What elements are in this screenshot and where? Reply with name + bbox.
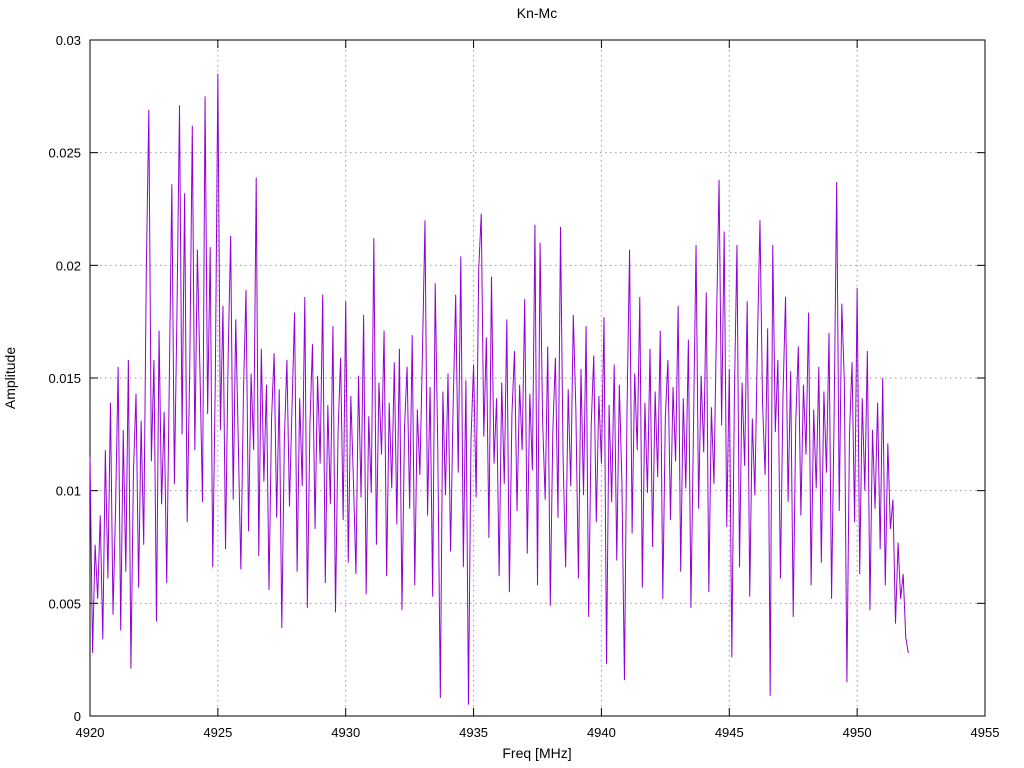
x-tick-label: 4950 xyxy=(843,725,872,740)
x-tick-label: 4940 xyxy=(587,725,616,740)
grid-lines xyxy=(90,40,985,716)
y-tick-label: 0.025 xyxy=(48,146,81,161)
x-tick-label: 4945 xyxy=(715,725,744,740)
y-tick-label: 0.03 xyxy=(56,33,81,48)
spectrum-trace xyxy=(89,73,909,705)
chart-title: Kn-Mc xyxy=(517,5,557,21)
y-tick-label: 0.005 xyxy=(48,596,81,611)
x-tick-label: 4955 xyxy=(971,725,1000,740)
y-tick-label: 0.02 xyxy=(56,258,81,273)
y-tick-label: 0.015 xyxy=(48,371,81,386)
y-axis-label: Amplitude xyxy=(2,347,18,409)
tick-labels: 4920 4925 4930 4935 4940 4945 4950 4955 0 0.005 0.… xyxy=(48,33,999,740)
y-tick-label: 0.01 xyxy=(56,484,81,499)
x-axis-label: Freq [MHz] xyxy=(502,745,571,761)
x-tick-label: 4935 xyxy=(459,725,488,740)
x-tick-label: 4925 xyxy=(203,725,232,740)
x-tick-label: 4930 xyxy=(331,725,360,740)
data-series xyxy=(89,73,909,705)
axis-ticks xyxy=(89,39,986,717)
x-tick-label: 4920 xyxy=(76,725,105,740)
y-tick-label: 0 xyxy=(74,709,81,724)
